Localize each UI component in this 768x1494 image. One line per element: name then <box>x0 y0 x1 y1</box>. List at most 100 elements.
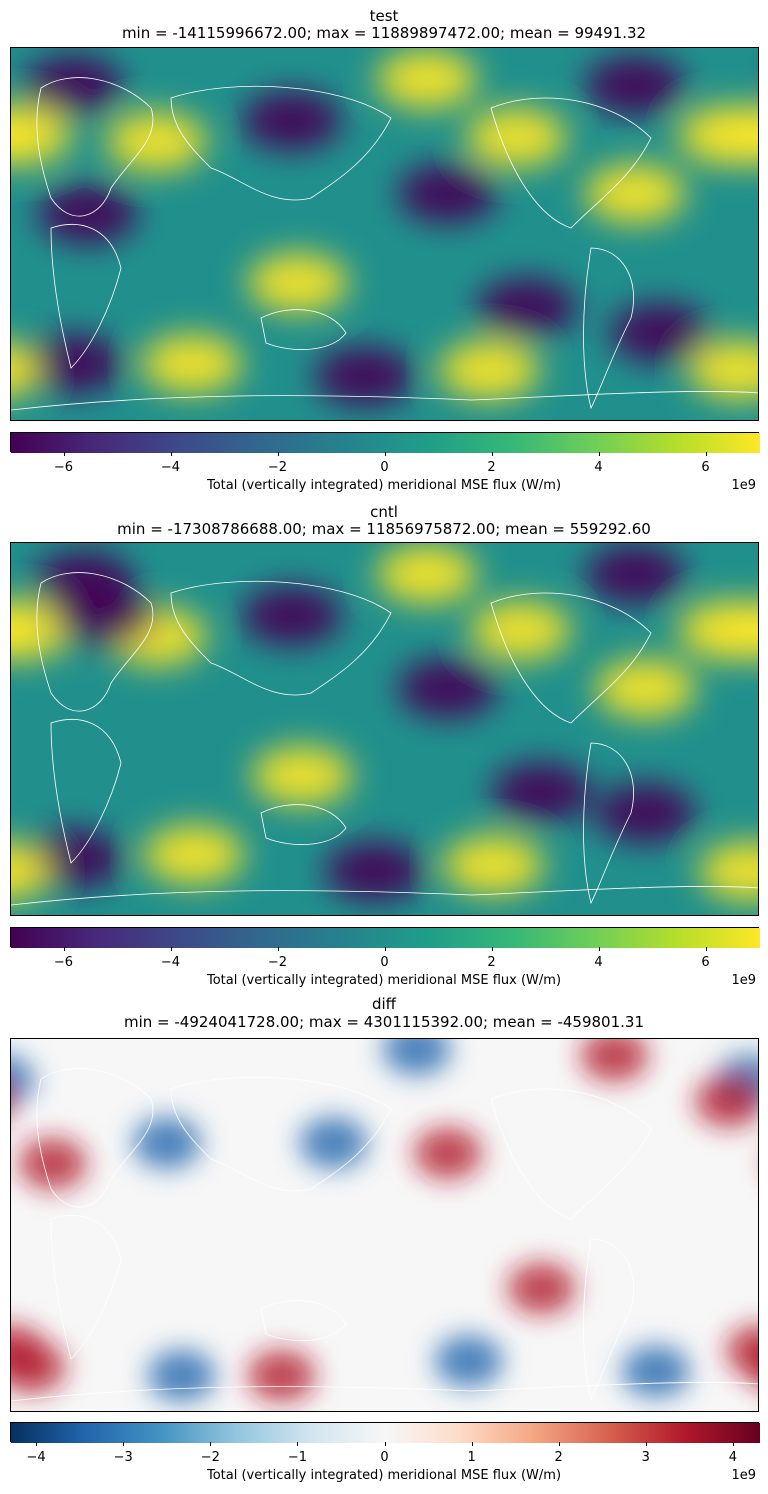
coastline <box>170 1076 392 1192</box>
colorbar-tick-label: −1 <box>287 1450 307 1465</box>
coastline <box>583 742 634 905</box>
field-low <box>241 90 342 151</box>
colorbar-tick <box>170 947 172 951</box>
field-low <box>147 1349 216 1402</box>
field-low <box>476 277 577 338</box>
field-low <box>585 55 686 116</box>
field-low <box>585 544 686 605</box>
field-low <box>299 1116 368 1169</box>
field-high <box>726 1324 758 1377</box>
field-high <box>248 252 349 313</box>
coastline <box>11 391 758 411</box>
coastline <box>50 1215 122 1360</box>
map-plot <box>10 542 759 916</box>
coastline <box>170 580 392 696</box>
colorbar-tick-label: −3 <box>113 1450 133 1465</box>
colorbar-tick-label: 2 <box>554 1450 563 1465</box>
field-low <box>23 55 124 116</box>
colorbar-tick <box>277 452 279 456</box>
colorbar-label: Total (vertically integrated) meridional… <box>206 478 562 493</box>
colorbar-tick <box>705 947 707 951</box>
field-low <box>610 302 711 363</box>
coastline <box>260 804 347 845</box>
field-high <box>11 841 51 901</box>
field-high <box>11 111 30 159</box>
colorbar-tick-label: −2 <box>267 955 288 970</box>
coastline <box>583 247 634 410</box>
field-low <box>133 1116 202 1169</box>
coastline <box>50 224 122 369</box>
panel-diff: diff min = -4924041728.00; max = 4301115… <box>0 990 768 1494</box>
field-high <box>377 49 478 110</box>
field-high <box>142 333 243 394</box>
field-high <box>11 105 72 166</box>
field-high <box>413 1127 482 1180</box>
colorbar-tick-label: 1 <box>467 1450 476 1465</box>
colorbar-tick-label: 4 <box>594 460 603 475</box>
field-low <box>595 783 696 844</box>
colorbar <box>10 1422 760 1443</box>
colorbar-tick <box>471 1442 473 1446</box>
field-high <box>507 1262 576 1315</box>
colorbar-tick <box>732 1442 734 1446</box>
field-high <box>252 745 353 806</box>
colorbar-tick-label: 2 <box>487 460 496 475</box>
field-low <box>325 841 426 902</box>
colorbar-tick-label: 4 <box>728 1450 737 1465</box>
panel-title: test <box>369 7 399 25</box>
field-high <box>439 340 540 401</box>
coastline <box>583 1238 634 1401</box>
panel-cntl: cntl min = -17308786688.00; max = 118569… <box>0 495 768 990</box>
field-high <box>694 1075 758 1128</box>
coastline <box>490 97 652 229</box>
colorbar-gradient <box>11 1423 760 1443</box>
colorbar-tick <box>384 452 386 456</box>
coastline <box>260 1300 347 1341</box>
field-high <box>580 1039 649 1082</box>
colorbar-tick <box>598 452 600 456</box>
field-high <box>377 544 478 605</box>
colorbar-tick <box>170 452 172 456</box>
colorbar-tick <box>36 1442 38 1446</box>
colorbar <box>10 432 760 453</box>
field-high <box>585 163 686 224</box>
colorbar-tick-label: 0 <box>380 1450 389 1465</box>
coastline <box>36 572 154 712</box>
field-high <box>689 340 758 401</box>
colorbar-label: Total (vertically integrated) meridional… <box>206 973 562 988</box>
coastline <box>260 309 347 350</box>
field-high <box>18 1137 87 1190</box>
colorbar-tick-label: −6 <box>53 955 74 970</box>
field-low <box>11 1055 35 1106</box>
colorbar-tick <box>277 947 279 951</box>
colorbar-tick-label: −4 <box>160 955 181 970</box>
colorbar-tick <box>491 947 493 951</box>
colorbar-ticks: −4 −3 −2 −1 0 1 2 3 4 <box>10 1442 759 1472</box>
coastline <box>11 886 758 906</box>
field-low <box>382 1039 451 1076</box>
coastline <box>490 592 652 724</box>
coastline <box>36 77 154 217</box>
coastline <box>11 1382 758 1402</box>
coastline <box>50 719 122 864</box>
colorbar-label: Total (vertically integrated) meridional… <box>206 1468 562 1483</box>
map-plot <box>10 47 759 421</box>
panel-title: diff <box>371 995 397 1013</box>
map-plot <box>10 1038 759 1412</box>
colorbar-tick <box>598 947 600 951</box>
colorbar-ticks: −6 −4 −2 0 2 4 6 <box>10 947 759 977</box>
field-high <box>106 111 207 172</box>
field-low <box>491 762 592 823</box>
field-low <box>54 585 155 646</box>
panel-stats: min = -14115996672.00; max = 11889897472… <box>121 24 647 42</box>
coastline <box>170 85 392 201</box>
field-high <box>11 1324 45 1377</box>
panel-stats: min = -17308786688.00; max = 11856975872… <box>117 520 651 538</box>
field-high <box>11 342 41 398</box>
field-high <box>678 105 758 166</box>
map-background <box>11 1039 758 1411</box>
colorbar-tick-label: 0 <box>380 460 389 475</box>
field-high <box>470 600 571 661</box>
colorbar <box>10 927 760 948</box>
colorbar-tick-label: −2 <box>200 1450 220 1465</box>
